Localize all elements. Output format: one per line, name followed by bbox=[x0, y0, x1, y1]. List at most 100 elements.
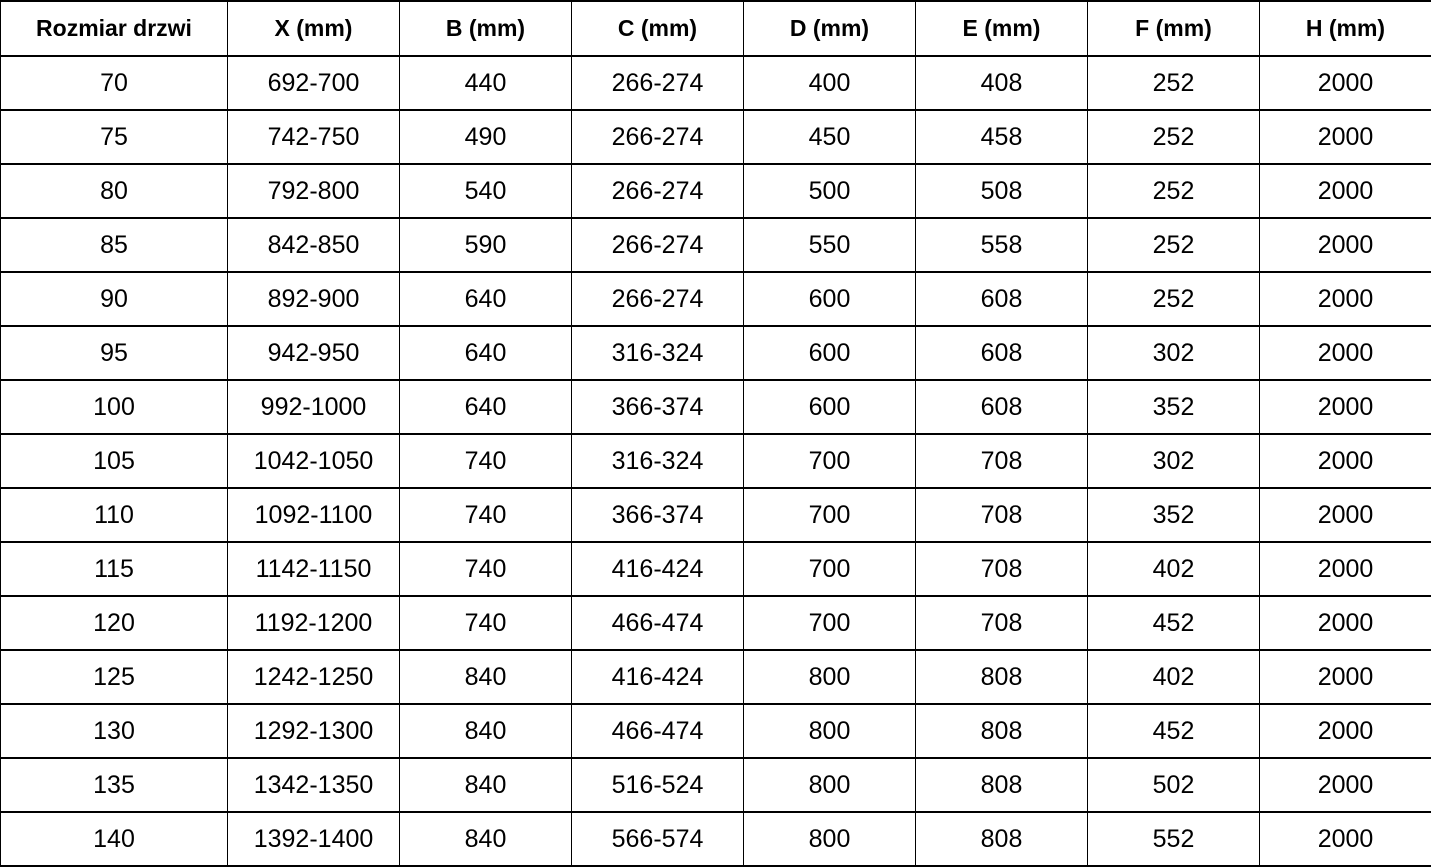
table-cell: 75 bbox=[1, 110, 228, 164]
table-cell: 366-374 bbox=[572, 488, 744, 542]
table-cell: 408 bbox=[916, 56, 1088, 110]
table-cell: 600 bbox=[744, 326, 916, 380]
table-cell: 692-700 bbox=[228, 56, 400, 110]
table-cell: 70 bbox=[1, 56, 228, 110]
table-cell: 2000 bbox=[1260, 650, 1431, 704]
table-cell: 400 bbox=[744, 56, 916, 110]
table-cell: 558 bbox=[916, 218, 1088, 272]
table-cell: 105 bbox=[1, 434, 228, 488]
table-cell: 366-374 bbox=[572, 380, 744, 434]
table-cell: 2000 bbox=[1260, 218, 1431, 272]
table-cell: 600 bbox=[744, 272, 916, 326]
table-cell: 502 bbox=[1088, 758, 1260, 812]
table-cell: 115 bbox=[1, 542, 228, 596]
table-cell: 942-950 bbox=[228, 326, 400, 380]
table-cell: 708 bbox=[916, 434, 1088, 488]
column-header-x-mm: X (mm) bbox=[228, 1, 400, 56]
table-cell: 608 bbox=[916, 380, 1088, 434]
table-cell: 1142-1150 bbox=[228, 542, 400, 596]
table-cell: 130 bbox=[1, 704, 228, 758]
table-cell: 95 bbox=[1, 326, 228, 380]
table-cell: 2000 bbox=[1260, 164, 1431, 218]
table-cell: 352 bbox=[1088, 380, 1260, 434]
table-cell: 840 bbox=[400, 704, 572, 758]
table-cell: 490 bbox=[400, 110, 572, 164]
table-cell: 100 bbox=[1, 380, 228, 434]
column-header-h-mm: H (mm) bbox=[1260, 1, 1431, 56]
table-cell: 252 bbox=[1088, 272, 1260, 326]
table-cell: 508 bbox=[916, 164, 1088, 218]
table-cell: 800 bbox=[744, 758, 916, 812]
table-cell: 800 bbox=[744, 812, 916, 866]
table-cell: 110 bbox=[1, 488, 228, 542]
table-cell: 708 bbox=[916, 542, 1088, 596]
table-cell: 450 bbox=[744, 110, 916, 164]
header-row: Rozmiar drzwi X (mm) B (mm) C (mm) D (mm… bbox=[1, 1, 1431, 56]
table-cell: 640 bbox=[400, 272, 572, 326]
table-cell: 540 bbox=[400, 164, 572, 218]
table-cell: 1192-1200 bbox=[228, 596, 400, 650]
table-cell: 252 bbox=[1088, 110, 1260, 164]
table-cell: 125 bbox=[1, 650, 228, 704]
table-cell: 840 bbox=[400, 758, 572, 812]
table-cell: 992-1000 bbox=[228, 380, 400, 434]
table-cell: 608 bbox=[916, 272, 1088, 326]
table-cell: 566-574 bbox=[572, 812, 744, 866]
table-cell: 2000 bbox=[1260, 434, 1431, 488]
table-cell: 516-524 bbox=[572, 758, 744, 812]
table-cell: 840 bbox=[400, 812, 572, 866]
column-header-b-mm: B (mm) bbox=[400, 1, 572, 56]
table-cell: 402 bbox=[1088, 542, 1260, 596]
table-cell: 140 bbox=[1, 812, 228, 866]
table-cell: 266-274 bbox=[572, 56, 744, 110]
table-cell: 700 bbox=[744, 434, 916, 488]
table-cell: 266-274 bbox=[572, 218, 744, 272]
table-cell: 1092-1100 bbox=[228, 488, 400, 542]
column-header-f-mm: F (mm) bbox=[1088, 1, 1260, 56]
table-cell: 266-274 bbox=[572, 110, 744, 164]
table-cell: 352 bbox=[1088, 488, 1260, 542]
table-cell: 80 bbox=[1, 164, 228, 218]
table-cell: 808 bbox=[916, 704, 1088, 758]
table-cell: 302 bbox=[1088, 326, 1260, 380]
table-cell: 740 bbox=[400, 596, 572, 650]
table-cell: 808 bbox=[916, 758, 1088, 812]
table-cell: 792-800 bbox=[228, 164, 400, 218]
table-cell: 2000 bbox=[1260, 110, 1431, 164]
table-cell: 252 bbox=[1088, 56, 1260, 110]
table-cell: 316-324 bbox=[572, 434, 744, 488]
table-cell: 1242-1250 bbox=[228, 650, 400, 704]
column-header-e-mm: E (mm) bbox=[916, 1, 1088, 56]
table-cell: 700 bbox=[744, 488, 916, 542]
column-header-c-mm: C (mm) bbox=[572, 1, 744, 56]
table-cell: 1392-1400 bbox=[228, 812, 400, 866]
table-cell: 452 bbox=[1088, 704, 1260, 758]
table-cell: 740 bbox=[400, 542, 572, 596]
table-cell: 2000 bbox=[1260, 488, 1431, 542]
table-cell: 590 bbox=[400, 218, 572, 272]
table-cell: 1292-1300 bbox=[228, 704, 400, 758]
table-cell: 2000 bbox=[1260, 596, 1431, 650]
table-cell: 416-424 bbox=[572, 650, 744, 704]
table-cell: 466-474 bbox=[572, 596, 744, 650]
table-cell: 266-274 bbox=[572, 164, 744, 218]
table-cell: 2000 bbox=[1260, 758, 1431, 812]
table-cell: 135 bbox=[1, 758, 228, 812]
table-cell: 550 bbox=[744, 218, 916, 272]
table-cell: 800 bbox=[744, 704, 916, 758]
table-cell: 466-474 bbox=[572, 704, 744, 758]
table-cell: 808 bbox=[916, 650, 1088, 704]
table-cell: 316-324 bbox=[572, 326, 744, 380]
